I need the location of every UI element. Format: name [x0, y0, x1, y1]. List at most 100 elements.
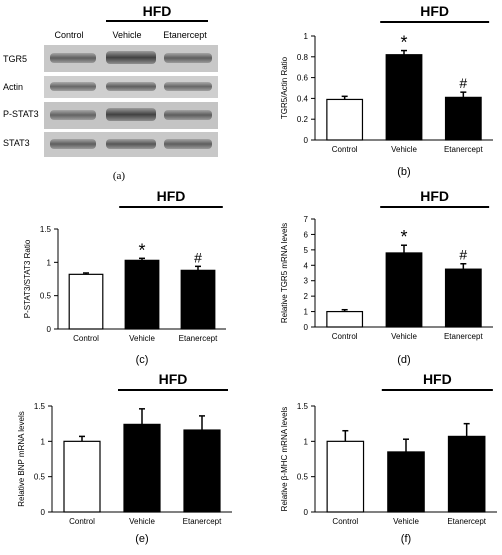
group-label: HFD	[423, 371, 452, 387]
bar	[326, 440, 365, 513]
blot-lane-label: Control	[54, 30, 83, 40]
bar	[326, 310, 364, 328]
category-label: Vehicle	[391, 332, 417, 341]
y-tick-label: 1	[304, 437, 309, 446]
y-axis-label: P-STAT3/STAT3 Ratio	[23, 239, 32, 318]
blot-band	[50, 139, 96, 149]
category-label: Control	[332, 332, 358, 341]
y-tick-label: 0	[304, 136, 309, 145]
y-axis-label: Relative β-MHC mRNA levels	[280, 407, 289, 512]
blot-row-label: TGR5	[3, 54, 27, 64]
blot-strip-actin	[44, 76, 218, 98]
bar-chart-b: 0 0.2 0.4 0.6 0.8 1 TGR5/Actin Ratio HFD Control…	[280, 3, 493, 178]
y-axis-label: Relative BNP mRNA levels	[17, 411, 26, 506]
category-label: Etanercept	[444, 332, 483, 341]
panel-caption: (f)	[401, 533, 411, 545]
blot-band	[50, 82, 96, 91]
bar-chart-c: 0 0.5 1 1.5 P-STAT3/STAT3 Ratio HFD Control Veh…	[23, 188, 226, 366]
category-label: Etanercept	[447, 517, 486, 526]
blot-row-label: Actin	[3, 82, 23, 92]
y-tick-label: 7	[304, 215, 309, 224]
significance-marker: *	[138, 240, 145, 260]
category-label: Vehicle	[129, 517, 155, 526]
group-label: HFD	[420, 188, 449, 204]
bar-chart-f: 0 0.5 1 1.5 Relative β-MHC mRNA levels HFD Con…	[280, 371, 497, 545]
y-tick-label: 0.2	[297, 115, 309, 124]
panel-caption: (d)	[397, 354, 410, 366]
significance-marker: #	[459, 75, 467, 91]
bar	[123, 423, 161, 513]
bar	[326, 98, 364, 141]
group-label: HFD	[159, 371, 188, 387]
blot-band	[164, 139, 212, 149]
blot-lane-label: Vehicle	[112, 30, 141, 40]
y-tick-label: 0	[47, 325, 52, 334]
y-tick-label: 1.5	[40, 225, 52, 234]
category-label: Control	[332, 145, 358, 154]
significance-marker: #	[194, 249, 202, 265]
blot-band	[106, 51, 156, 64]
category-label: Etanercept	[183, 517, 222, 526]
significance-marker: *	[400, 227, 407, 247]
significance-marker: #	[459, 247, 467, 263]
chart-panel-b: 0 0.2 0.4 0.6 0.8 1 TGR5/Actin Ratio HFD Control…	[251, 0, 502, 185]
y-tick-label: 0	[304, 323, 309, 332]
category-label: Control	[73, 334, 99, 343]
blot-row-label: STAT3	[3, 138, 30, 148]
y-tick-label: 1	[47, 258, 52, 267]
y-tick-label: 6	[304, 230, 309, 239]
significance-marker: *	[400, 33, 407, 53]
bar	[447, 435, 486, 513]
bar	[180, 269, 216, 330]
panel-caption: (c)	[136, 354, 149, 366]
chart-panel-e: 0 0.5 1 1.5 Relative BNP mRNA levels HFD Contr…	[0, 370, 251, 550]
bar-chart-d: 0 1 2 3 4 5 6 7 Relative TGR5 mRNA levels HFD Cont…	[280, 188, 493, 366]
y-tick-label: 0	[41, 508, 46, 517]
blot-band	[106, 139, 156, 149]
y-tick-label: 5	[304, 246, 309, 255]
blot-strip-stat3	[44, 132, 218, 157]
blot-band	[50, 110, 96, 120]
category-label: Control	[69, 517, 95, 526]
y-tick-label: 1.5	[297, 402, 309, 411]
blot-band	[106, 82, 156, 91]
y-tick-label: 0.8	[297, 53, 309, 62]
category-label: Vehicle	[393, 517, 419, 526]
y-tick-label: 2	[304, 292, 309, 301]
blot-band	[164, 53, 212, 63]
bar	[68, 273, 104, 330]
category-label: Control	[332, 517, 358, 526]
y-tick-label: 1	[304, 308, 309, 317]
bar	[444, 96, 482, 141]
blot-band	[164, 110, 212, 120]
chart-panel-f: 0 0.5 1 1.5 Relative β-MHC mRNA levels HFD Con…	[251, 370, 502, 550]
bar-chart-e: 0 0.5 1 1.5 Relative BNP mRNA levels HFD Contr…	[17, 371, 232, 545]
bar	[385, 252, 423, 328]
group-label: HFD	[157, 188, 186, 204]
bar	[63, 440, 101, 513]
y-axis-label: TGR5/Actin Ratio	[280, 56, 289, 119]
y-tick-label: 0.5	[297, 473, 309, 482]
chart-panel-d: 0 1 2 3 4 5 6 7 Relative TGR5 mRNA levels HFD Cont…	[251, 185, 502, 370]
blot-band	[164, 82, 212, 91]
bar	[444, 268, 482, 328]
panel-caption: (a)	[112, 170, 126, 182]
y-tick-label: 0.6	[297, 74, 309, 83]
bar	[385, 54, 423, 141]
category-label: Vehicle	[391, 145, 417, 154]
y-tick-label: 3	[304, 277, 309, 286]
blot-group-label: HFD	[143, 3, 172, 19]
y-tick-label: 0.5	[40, 292, 52, 301]
blot-band	[106, 108, 156, 121]
y-tick-label: 1	[41, 437, 46, 446]
blot-lane-label: Etanercept	[163, 30, 207, 40]
y-tick-label: 4	[304, 261, 309, 270]
group-label: HFD	[420, 3, 449, 19]
panel-caption: (b)	[397, 166, 410, 178]
blot-strip-pstat3	[44, 102, 218, 129]
category-label: Etanercept	[179, 334, 218, 343]
bar	[387, 451, 425, 513]
blot-strip-tgr5	[44, 45, 218, 72]
blot-band	[50, 53, 96, 63]
category-label: Vehicle	[129, 334, 155, 343]
